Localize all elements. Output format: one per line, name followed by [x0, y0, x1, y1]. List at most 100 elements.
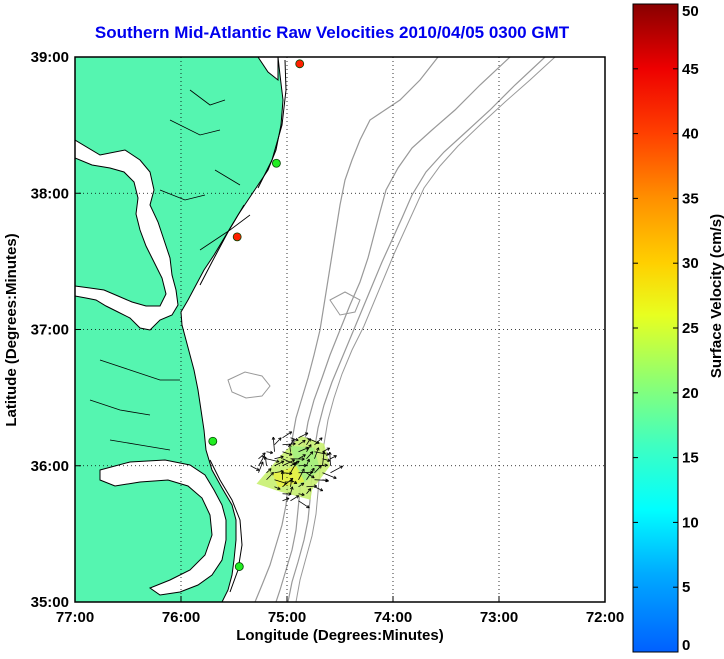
colorbar — [632, 3, 679, 653]
velocity-arrow — [306, 468, 315, 480]
velocity-arrowhead — [324, 463, 328, 468]
velocity-arrowhead — [311, 475, 315, 479]
velocity-arrow — [250, 465, 260, 471]
velocity-arrowhead — [302, 454, 306, 458]
velocity-arrowhead — [285, 497, 290, 501]
velocity-arrowhead — [304, 432, 309, 436]
velocity-arrowhead — [277, 486, 281, 490]
colorbar-label: Surface Velocity (cm/s) — [708, 214, 724, 378]
velocity-arrow — [322, 472, 337, 479]
velocity-arrowhead — [291, 438, 295, 443]
velocity-arrow — [306, 472, 315, 479]
y-tick-label: 35:00 — [31, 594, 69, 611]
velocity-arrowhead — [319, 437, 323, 441]
velocity-arrow — [290, 439, 295, 445]
velocity-arrow — [274, 460, 285, 467]
velocity-arrowhead — [333, 455, 337, 459]
velocity-arrow — [306, 488, 312, 495]
station-marker — [271, 158, 281, 168]
velocity-arrow — [258, 455, 265, 466]
velocity-arrowhead — [288, 431, 293, 435]
velocity-arrow — [282, 458, 296, 465]
velocity-arrow — [306, 438, 311, 445]
y-tick-label: 37:00 — [31, 322, 69, 339]
station-marker — [208, 436, 218, 446]
velocity-arrowhead — [339, 465, 344, 469]
velocity-arrowhead — [280, 460, 285, 464]
velocity-arrowhead — [308, 444, 312, 448]
velocity-arrow — [314, 486, 323, 492]
velocity-arrowhead — [295, 437, 299, 442]
velocity-arrow — [290, 495, 300, 502]
velocity-arrowhead — [261, 455, 265, 459]
colorbar-tick-label: 20 — [682, 385, 699, 402]
velocity-arrowhead — [301, 492, 305, 497]
x-tick-label: 77:00 — [56, 609, 94, 626]
bathymetry-blob — [227, 291, 361, 399]
velocity-arrow — [298, 482, 305, 488]
bathymetry-contour-inner — [254, 57, 439, 602]
velocity-arrowhead — [288, 443, 292, 448]
x-tick-label: 73:00 — [480, 609, 518, 626]
velocity-arrowhead — [307, 488, 312, 492]
colorbar-tick-label: 25 — [682, 320, 699, 337]
velocity-arrow — [306, 458, 310, 466]
velocity-arrow — [272, 437, 275, 452]
colorbar-tick-label: 30 — [682, 255, 699, 272]
velocity-arrow — [298, 432, 309, 439]
velocity-arrowhead — [333, 475, 337, 480]
y-tick-label: 36:00 — [31, 458, 69, 475]
velocity-arrow — [298, 471, 314, 474]
station-marker — [295, 59, 305, 69]
velocity-arrow — [258, 452, 266, 460]
velocity-arrowhead — [311, 467, 315, 472]
velocity-arrow — [290, 437, 299, 441]
x-tick-label: 75:00 — [268, 609, 306, 626]
velocity-arrowhead — [302, 439, 306, 444]
velocity-arrow — [314, 465, 322, 474]
colorbar-tick-label: 50 — [682, 3, 699, 20]
velocity-arrowhead — [307, 438, 311, 442]
velocity-field — [250, 431, 344, 509]
station-markers — [208, 59, 305, 571]
velocity-arrow — [258, 461, 264, 473]
velocity-arrowhead — [263, 456, 268, 460]
velocity-arrowhead — [305, 446, 309, 451]
velocity-arrowhead — [296, 460, 300, 464]
velocity-arrow — [274, 456, 284, 460]
velocity-arrowhead — [300, 482, 305, 487]
velocity-arrowhead — [301, 457, 305, 461]
velocity-arrow — [290, 486, 293, 494]
velocity-arrow — [298, 468, 305, 480]
velocity-arrowhead — [301, 468, 305, 472]
velocity-arrowhead — [306, 458, 310, 463]
y-tick-label: 39:00 — [31, 49, 69, 66]
velocity-arrowhead — [269, 450, 274, 455]
velocity-arrow — [322, 479, 329, 482]
velocity-arrowhead — [262, 452, 266, 456]
velocity-arrowhead — [290, 486, 294, 490]
velocity-arrowhead — [288, 452, 293, 456]
velocity-arrowhead — [280, 455, 284, 459]
velocity-arrow — [265, 456, 267, 466]
colorbar-tick-label: 35 — [682, 190, 699, 207]
velocity-arrowhead — [268, 468, 272, 472]
y-axis-ticks: 39:00 38:00 37:00 36:00 35:00 — [31, 49, 81, 611]
bathymetry-contour-outer — [287, 57, 546, 602]
colorbar-tick-label: 0 — [682, 637, 690, 654]
velocity-arrowhead — [292, 442, 296, 446]
velocity-arrowhead — [276, 459, 280, 463]
velocity-arrowhead — [313, 484, 318, 488]
velocity-arrow — [289, 444, 291, 452]
velocity-arrow — [266, 472, 274, 481]
velocity-arrowhead — [289, 479, 293, 483]
x-tick-label: 72:00 — [586, 609, 624, 626]
colorbar-tick-label: 10 — [682, 514, 699, 531]
velocity-arrow — [314, 447, 319, 459]
velocity-arrowhead — [256, 467, 260, 471]
velocity-arrow — [306, 485, 317, 488]
velocity-arrowhead — [293, 480, 298, 484]
station-marker — [232, 232, 242, 242]
eastern-shore-rivers — [89, 89, 251, 451]
x-axis-label: Longitude (Degrees:Minutes) — [236, 627, 444, 644]
